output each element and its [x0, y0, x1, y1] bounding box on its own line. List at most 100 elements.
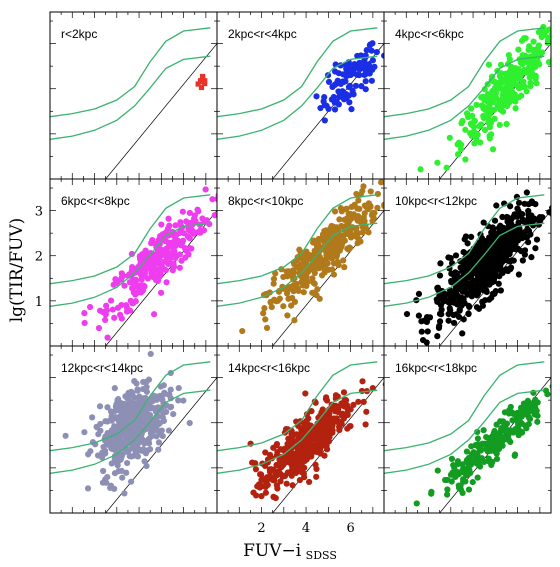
data-point [332, 68, 339, 75]
data-point [475, 305, 483, 312]
data-point [487, 93, 494, 100]
data-point [466, 303, 473, 310]
data-point [144, 275, 152, 282]
data-point [413, 500, 420, 507]
data-point [524, 239, 532, 246]
data-point [293, 431, 300, 438]
data-point [331, 81, 338, 89]
data-point [514, 425, 522, 432]
data-point [502, 427, 509, 434]
data-point [321, 264, 329, 271]
model-curve-1 [217, 27, 378, 118]
model-curve-2 [384, 389, 545, 474]
data-point [296, 476, 303, 484]
data-point [481, 126, 489, 133]
data-point [144, 447, 151, 454]
data-point [299, 455, 306, 462]
model-curve-2 [50, 222, 211, 307]
data-point [220, 218, 226, 224]
data-point [369, 384, 376, 392]
data-point [454, 141, 461, 148]
data-point [145, 376, 153, 383]
data-point [362, 78, 369, 85]
data-point [474, 435, 481, 442]
reference-line [439, 43, 551, 179]
data-point [142, 262, 149, 270]
model-curve-2 [384, 55, 545, 140]
data-point [334, 234, 341, 241]
data-point [172, 222, 179, 229]
data-point [84, 485, 92, 492]
data-point [202, 186, 209, 193]
data-point [460, 280, 467, 288]
data-point [502, 243, 509, 250]
data-point [493, 94, 500, 102]
model-curve-1 [384, 194, 545, 285]
panel-7: 12kpc<r<14kpc [49, 345, 218, 514]
data-point [288, 302, 295, 309]
data-point [497, 287, 504, 294]
data-point [95, 324, 103, 332]
data-point [337, 80, 344, 88]
data-point [522, 35, 529, 42]
data-point [176, 251, 183, 258]
data-point [298, 463, 305, 470]
data-point [454, 286, 462, 293]
data-point [197, 229, 204, 236]
data-point [506, 56, 513, 63]
data-point [97, 427, 104, 434]
data-point [262, 316, 269, 323]
data-point [283, 290, 291, 297]
data-point [339, 88, 346, 95]
data-point [497, 418, 504, 425]
panel-label: r<2kpc [61, 27, 97, 41]
data-point [509, 417, 516, 424]
data-point [508, 220, 515, 227]
data-point [456, 299, 463, 306]
panel-plot-area [50, 350, 217, 513]
data-point [450, 311, 457, 319]
data-point [297, 425, 305, 432]
data-point [320, 98, 327, 105]
data-point [533, 236, 541, 243]
scatter-points [313, 40, 384, 124]
data-point [463, 448, 471, 455]
data-point [483, 107, 491, 114]
data-point [523, 189, 530, 196]
reference-line [105, 43, 217, 179]
data-point [128, 445, 135, 452]
data-point [102, 311, 109, 318]
data-point [125, 393, 132, 400]
data-point [363, 47, 370, 54]
data-point [111, 485, 118, 492]
data-point [129, 300, 136, 307]
data-point [300, 289, 307, 296]
data-point [165, 215, 172, 222]
data-point [131, 421, 138, 429]
data-point [86, 303, 94, 311]
data-point [537, 217, 544, 224]
data-point [541, 32, 548, 39]
data-point [322, 395, 330, 403]
panel-label: 6kpc<r<8kpc [61, 194, 130, 208]
data-point [143, 462, 150, 470]
data-point [260, 476, 267, 483]
reference-line [105, 377, 217, 513]
data-point [343, 215, 350, 222]
model-curve-1 [217, 361, 378, 452]
data-point [179, 208, 186, 215]
data-point [477, 139, 484, 146]
data-point [169, 267, 176, 274]
data-point [469, 112, 476, 120]
panel-ticks [50, 346, 217, 513]
x-axis-title-main: FUV−i [243, 541, 302, 561]
data-point [532, 245, 539, 252]
data-point [364, 206, 372, 213]
data-point [113, 279, 120, 287]
data-point [468, 291, 475, 299]
data-point [293, 462, 300, 469]
data-point [81, 429, 88, 436]
panel-ticks [217, 179, 384, 346]
data-point [480, 219, 487, 226]
data-point [308, 446, 316, 453]
